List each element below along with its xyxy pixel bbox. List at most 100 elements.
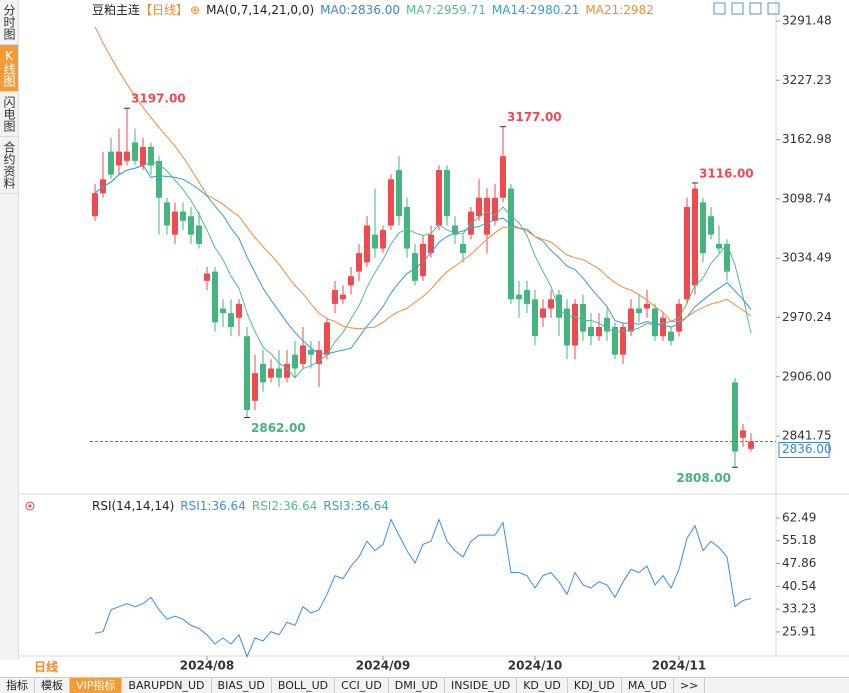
last-price-label: 2836.00 [782,442,832,456]
indicator-tab[interactable]: MA_UD [622,678,674,693]
candle-body [748,441,754,449]
candle-body [116,151,122,166]
period-button[interactable]: 日线 [34,660,59,674]
y-tick-label: 33.23 [782,602,816,616]
candle-body [108,151,114,175]
candle-body [532,299,538,337]
candle-body [604,317,610,332]
y-tick-label: 25.91 [782,624,816,638]
candle-body [444,170,450,217]
indicator-tab[interactable]: DMI_UD [389,678,446,693]
candle-body [404,206,410,249]
candle-body [140,146,146,166]
candle-body [428,234,434,254]
candle-body [436,170,442,226]
candle-body [684,206,690,300]
y-tick-label: 47.86 [782,556,816,570]
candle-body [300,345,306,364]
indicator-tab[interactable]: BIAS_UD [212,678,272,693]
candle-body [412,253,418,281]
candle-body [132,142,138,161]
candle-body [380,230,386,249]
candle-body [180,211,186,221]
tab-bar: 指标 模板 VIP指标 BARUPDN_UD BIAS_UD BOLL_UD CCI_UD D… [0,677,849,693]
candle-body [420,243,426,277]
candle-body [124,151,130,161]
candle-body [164,202,170,226]
candle-body [372,234,378,249]
sidebar-tab[interactable]: K线图 [0,45,18,92]
candle-body [340,294,346,300]
indicator-tab[interactable]: KD_UD [517,678,568,693]
sidebar-tab[interactable]: 合约资料 [0,137,18,194]
candle-body [716,243,722,249]
indicator-tab[interactable]: KDJ_UD [568,678,622,693]
candle-body [572,303,578,346]
candle-body [660,317,666,337]
candle-body [324,322,330,355]
candle-body [612,326,618,355]
legend-item: RSI2:36.64 [252,499,318,513]
sidebar-tab[interactable]: 分时图 [0,0,18,45]
icon-settings[interactable] [767,2,780,15]
period-icon: ⊕ [190,3,200,17]
candle-body [652,308,658,337]
candle-body [396,170,402,217]
candle-body [500,156,506,198]
indicator-tab[interactable]: CCI_UD [335,678,389,693]
price-annotation: 2862.00 [251,421,306,435]
y-tick-label: 2970.24 [782,310,832,324]
x-tick-label: 2024/11 [652,659,706,673]
indicator-tab[interactable]: 模板 [35,678,70,693]
candle-body [356,253,362,272]
candle-body [636,308,642,314]
indicator-tab[interactable]: >> [674,678,706,693]
candle-body [228,313,234,327]
x-tick-label: 2024/09 [356,659,410,673]
ma-line [94,161,752,379]
legend-item: RSI1:36.64 [180,499,246,513]
background [19,0,849,677]
y-tick-label: 3291.48 [782,13,832,27]
indicator-tab[interactable]: INSIDE_UD [445,678,518,693]
ma-line [94,26,752,330]
indicator-tab[interactable]: VIP指标 [70,678,123,693]
icon-zoom-out[interactable] [749,2,762,15]
indicator-tab[interactable]: BOLL_UD [272,678,336,693]
sidebar-tab[interactable]: 闪电图 [0,92,18,137]
candle-body [620,326,626,355]
candle-body [172,211,178,235]
y-tick-label: 55.18 [782,533,816,547]
candle-body [388,179,394,226]
candle-body [588,326,594,337]
candle-body [580,303,586,332]
candle-body [260,363,266,383]
candle-body [252,373,258,401]
price-annotation: 2808.00 [676,471,731,485]
sidebar: 分时图 K线图 闪电图 合约资料 [0,0,19,660]
rsi-icon [25,501,35,511]
x-tick-label: 2024/08 [180,659,234,673]
symbol: 豆粕主连 [92,2,140,17]
rsi-header: RSI(14,14,14) RSI1:36.64 RSI2:36.64 RSI3:36… [92,499,389,513]
icon-zoom-in[interactable] [731,2,744,15]
toolbar-icons[interactable] [713,2,780,15]
candle-body [740,430,746,438]
rsi-title: RSI(14,14,14) [92,499,174,513]
candle-body [332,290,338,304]
ma-line [94,164,752,355]
candle-body [524,290,530,304]
candle-body [508,188,514,300]
candle-body [732,382,738,452]
indicator-tab[interactable]: 指标 [0,678,35,693]
candle-body [628,308,634,332]
indicator-tab[interactable]: BARUPDN_UD [122,678,212,693]
candle-body [364,225,370,263]
y-tick-label: 3098.74 [782,191,832,205]
price-annotation: 3177.00 [507,110,562,124]
icon-expand[interactable] [713,2,726,15]
legend-item: MA21:2982 [585,3,653,17]
candle-body [668,331,674,341]
candle-body [476,197,482,217]
